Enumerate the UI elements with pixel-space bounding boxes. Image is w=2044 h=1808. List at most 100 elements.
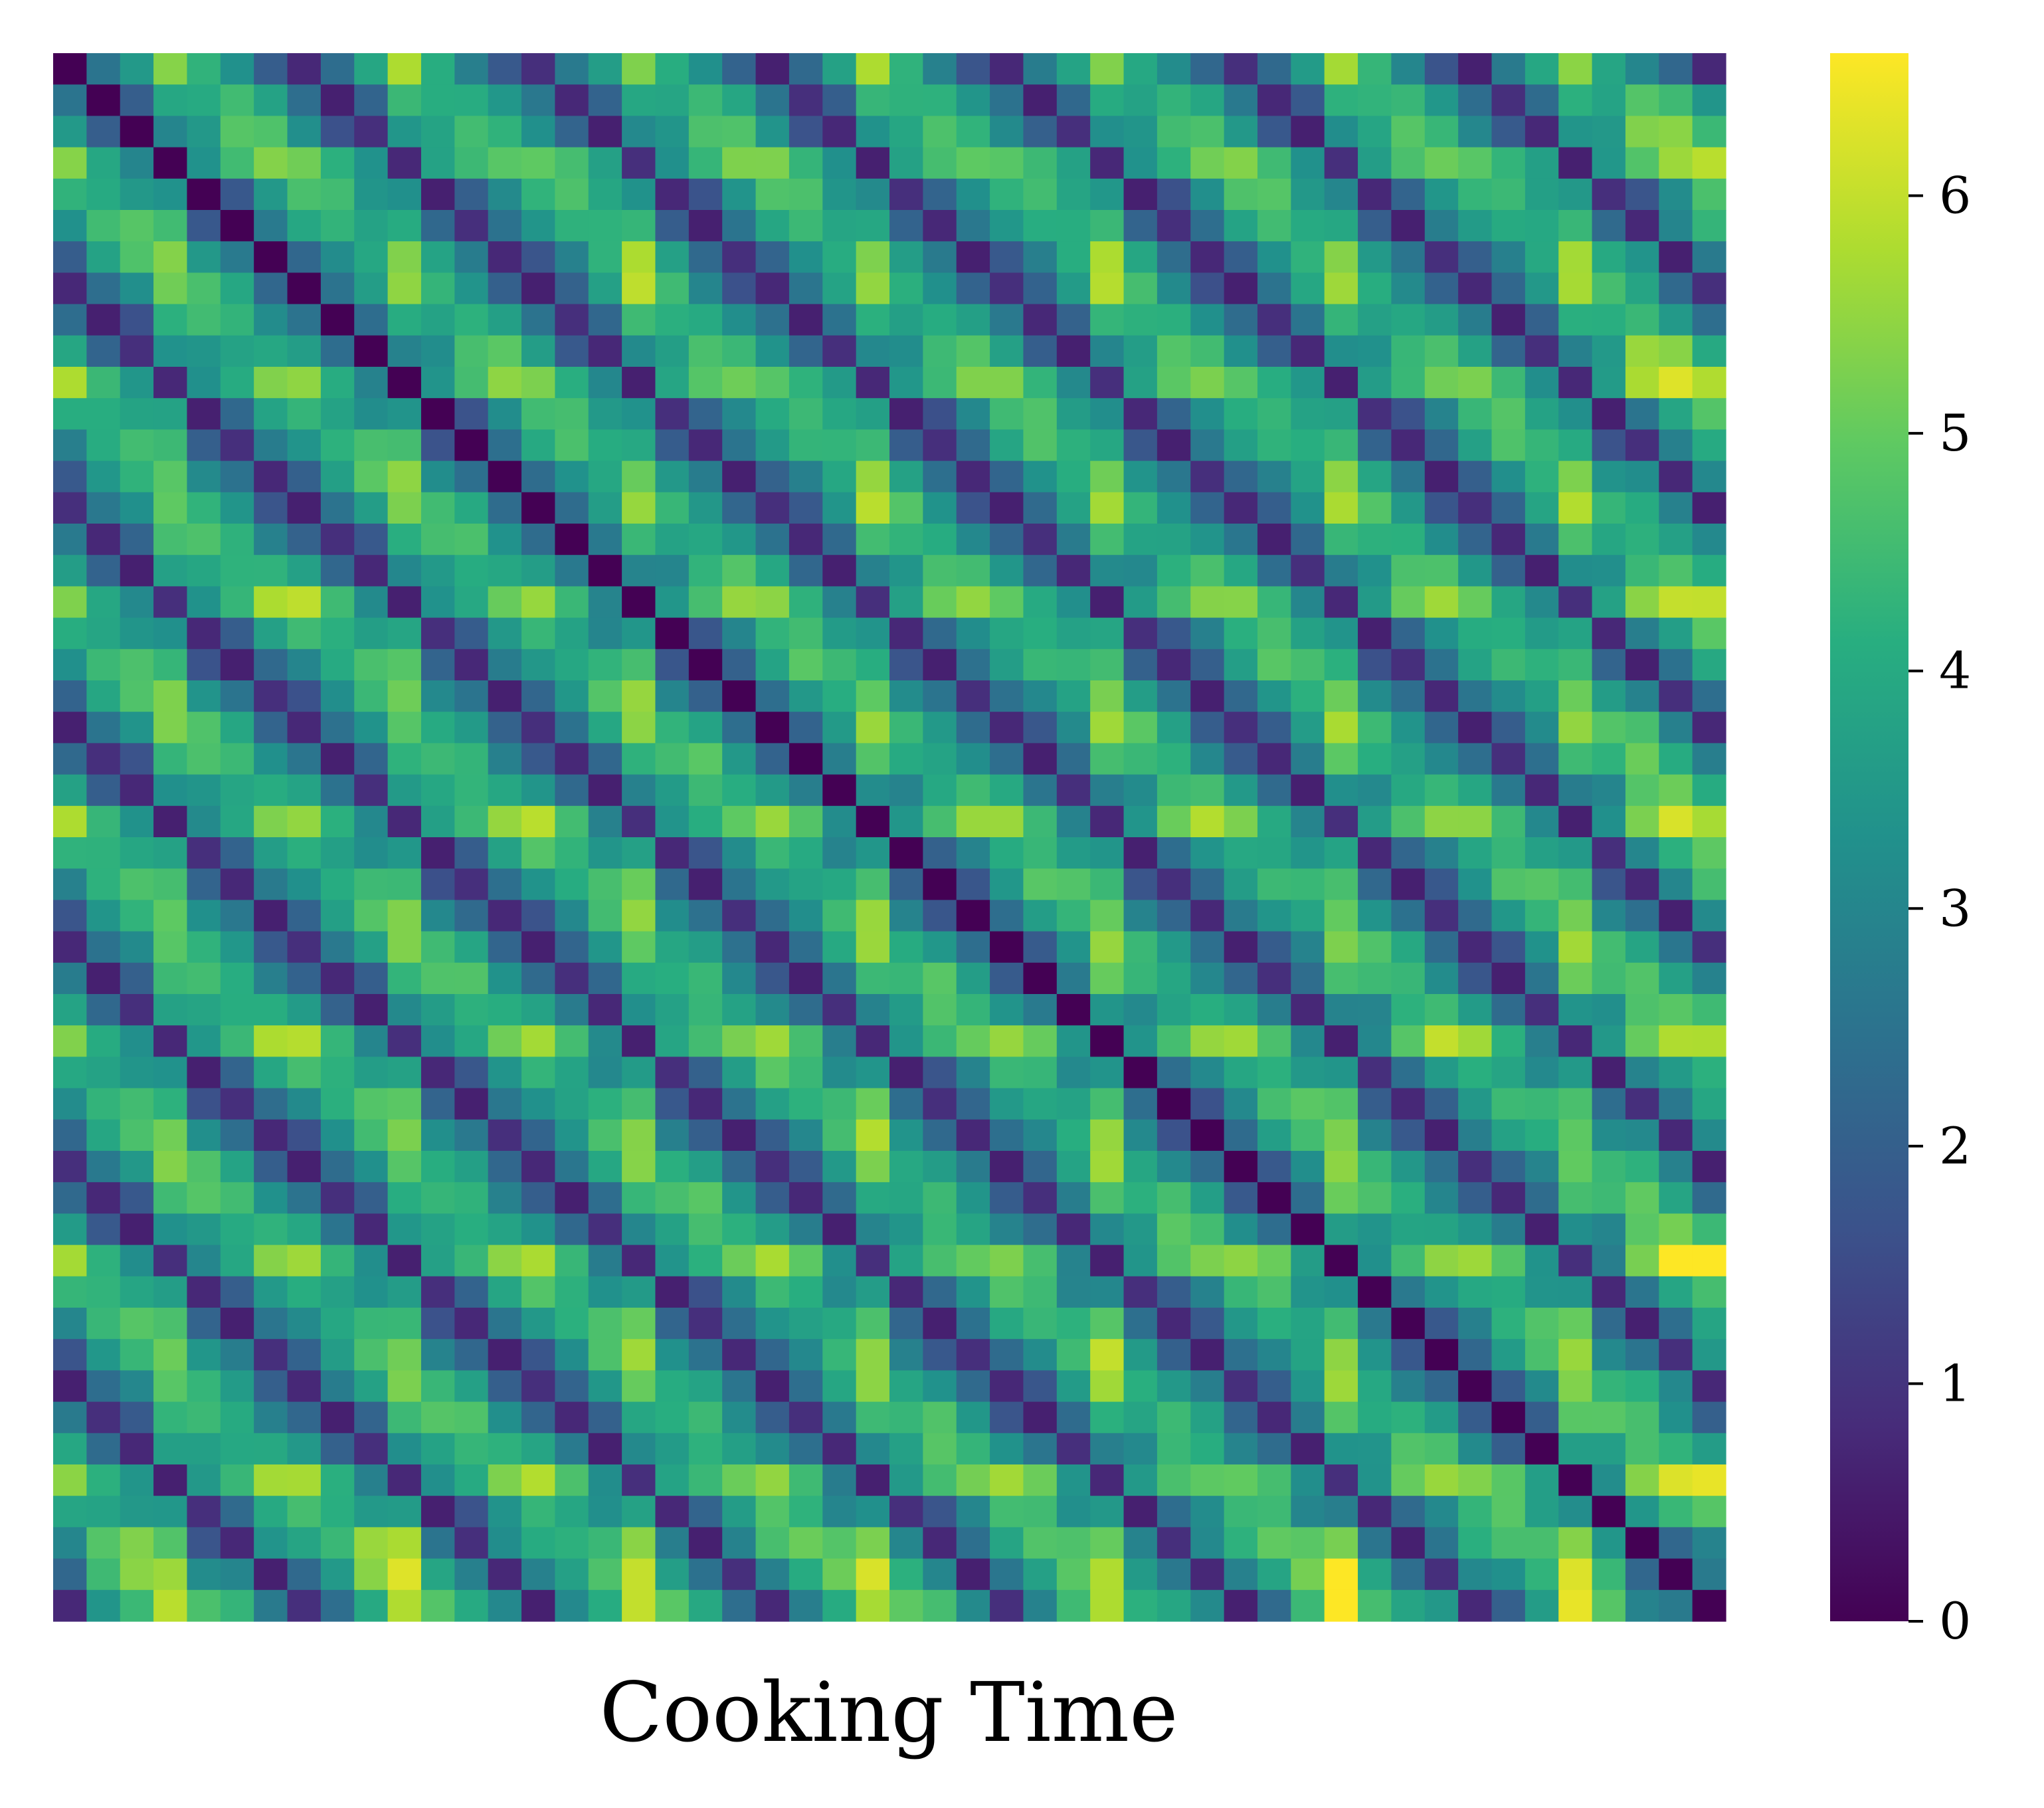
heatmap-cell <box>1692 147 1726 179</box>
heatmap-cell <box>53 1308 87 1340</box>
heatmap-cell <box>655 1339 690 1371</box>
heatmap-cell <box>454 1370 489 1403</box>
heatmap-cell <box>588 1151 622 1183</box>
heatmap-cell <box>755 1245 790 1277</box>
heatmap-cell <box>354 586 389 619</box>
heatmap-cell <box>555 994 589 1026</box>
heatmap-cell <box>1659 931 1693 963</box>
heatmap-cell <box>1525 1464 1559 1496</box>
heatmap-cell <box>320 586 355 619</box>
heatmap-cell <box>488 398 522 430</box>
heatmap-cell <box>555 1276 589 1308</box>
heatmap-cell <box>1123 555 1158 587</box>
heatmap-cell <box>789 1213 823 1246</box>
heatmap-cell <box>1056 743 1091 775</box>
heatmap-cell <box>1257 1182 1291 1214</box>
heatmap-cell <box>354 931 389 963</box>
heatmap-cell <box>1023 994 1058 1026</box>
heatmap-cell <box>354 272 389 305</box>
heatmap-cell <box>1458 1339 1493 1371</box>
heatmap-cell <box>1224 1433 1258 1465</box>
heatmap-cell <box>521 649 555 681</box>
heatmap-cell <box>889 241 923 273</box>
heatmap-cell <box>688 460 723 493</box>
heatmap-cell <box>990 617 1024 650</box>
heatmap-cell <box>1157 868 1191 900</box>
heatmap-cell <box>1358 116 1392 148</box>
heatmap-cell <box>923 1558 957 1591</box>
heatmap-cell <box>1391 555 1426 587</box>
heatmap-cell <box>387 649 422 681</box>
heatmap-cell <box>1391 335 1426 367</box>
heatmap-cell <box>420 994 455 1026</box>
heatmap-cell <box>655 774 690 807</box>
heatmap-cell <box>153 1151 188 1183</box>
heatmap-cell <box>588 241 622 273</box>
heatmap-cell <box>1257 1496 1291 1528</box>
heatmap-cell <box>923 304 957 336</box>
heatmap-cell <box>120 680 154 712</box>
heatmap-cell <box>789 1339 823 1371</box>
heatmap-cell <box>120 1308 154 1340</box>
heatmap-cell <box>856 272 890 305</box>
heatmap-cell <box>521 460 555 493</box>
heatmap-cell <box>1190 1025 1225 1057</box>
heatmap-cell <box>521 53 555 85</box>
heatmap-cell <box>220 210 254 242</box>
heatmap-cell <box>153 1464 188 1496</box>
heatmap-cell <box>1224 1119 1258 1152</box>
heatmap-cell <box>1257 304 1291 336</box>
heatmap-cell <box>387 429 422 462</box>
heatmap-cell <box>1023 586 1058 619</box>
heatmap-cell <box>1291 1496 1325 1528</box>
heatmap-cell <box>1090 492 1125 524</box>
heatmap-cell <box>1157 524 1191 555</box>
heatmap-cell <box>1391 774 1426 807</box>
heatmap-cell <box>1190 617 1225 650</box>
heatmap-cell <box>521 805 555 838</box>
heatmap-cell <box>254 1401 288 1434</box>
heatmap-cell <box>1324 712 1358 744</box>
heatmap-cell <box>1458 649 1493 681</box>
heatmap-cell <box>1391 712 1426 744</box>
heatmap-cell <box>722 1276 757 1308</box>
heatmap-cell <box>153 84 188 116</box>
heatmap-cell <box>1692 1025 1726 1057</box>
heatmap-cell <box>1090 1056 1125 1089</box>
heatmap-cell <box>1257 53 1291 85</box>
heatmap-cell <box>1391 617 1426 650</box>
heatmap-cell <box>889 805 923 838</box>
heatmap-cell <box>1458 1025 1493 1057</box>
heatmap-cell <box>354 962 389 995</box>
heatmap-cell <box>1592 335 1626 367</box>
heatmap-cell <box>822 1370 857 1403</box>
heatmap-cell <box>1424 1088 1459 1120</box>
heatmap-cell <box>1257 147 1291 179</box>
heatmap-cell <box>1324 147 1358 179</box>
heatmap-cell <box>1190 1370 1225 1403</box>
heatmap-cell <box>420 1308 455 1340</box>
heatmap-cell <box>454 116 489 148</box>
heatmap-cell <box>153 398 188 430</box>
heatmap-cell <box>1023 1276 1058 1308</box>
heatmap-cell <box>287 1589 322 1622</box>
heatmap-cell <box>1659 1056 1693 1089</box>
heatmap-cell <box>655 868 690 900</box>
heatmap-cell <box>1056 1276 1091 1308</box>
heatmap-cell <box>889 680 923 712</box>
heatmap-cell <box>53 1589 87 1622</box>
heatmap-cell <box>1525 1276 1559 1308</box>
heatmap-cell <box>1424 617 1459 650</box>
heatmap-cell <box>856 1182 890 1214</box>
heatmap-cell <box>1023 1025 1058 1057</box>
colorbar <box>1830 53 1908 1621</box>
heatmap-cell <box>1358 1433 1392 1465</box>
heatmap-cell <box>1391 1182 1426 1214</box>
heatmap-cell <box>755 1558 790 1591</box>
heatmap-cell <box>822 272 857 305</box>
heatmap-cell <box>1491 53 1526 85</box>
heatmap-cell <box>1558 335 1593 367</box>
heatmap-cell <box>555 962 589 995</box>
heatmap-cell <box>53 931 87 963</box>
heatmap-cell <box>1692 524 1726 555</box>
